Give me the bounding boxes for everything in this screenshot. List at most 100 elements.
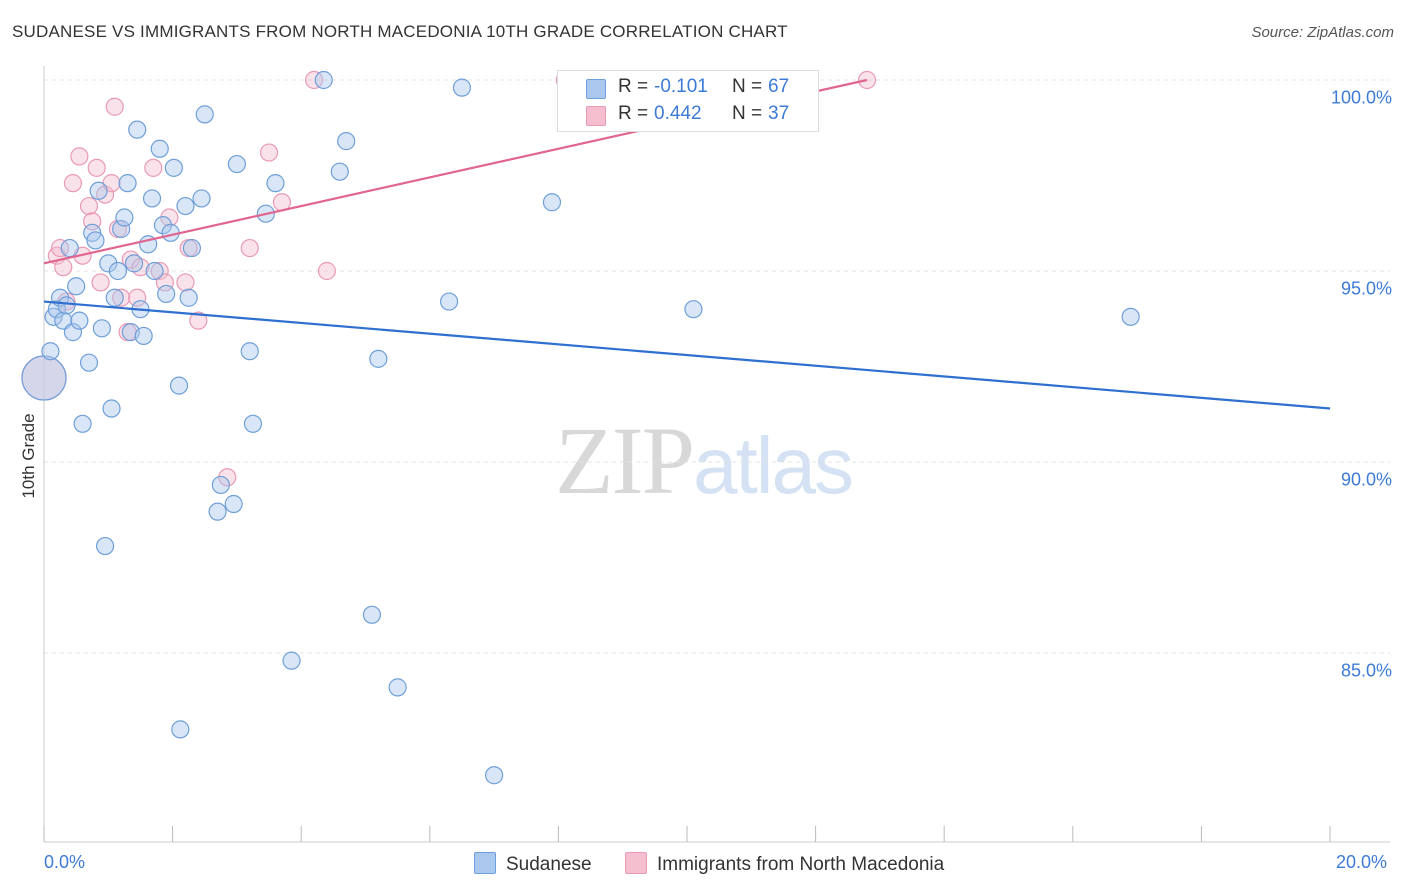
macedonia-point (79, 196, 99, 216)
sudanese-point (164, 158, 183, 177)
sudanese-legend-swatch (474, 852, 496, 874)
sudanese-r-value: -0.101 (654, 76, 708, 97)
macedonia-point (91, 273, 110, 292)
sudanese-point (208, 502, 227, 521)
sudanese-point (47, 300, 66, 319)
sudanese-point (452, 78, 472, 97)
sudanese-legend-label: Sudanese (506, 854, 592, 875)
x-tick-label-max: 20.0% (1336, 852, 1388, 872)
macedonia-points (21, 70, 877, 487)
sudanese-point (102, 399, 121, 418)
y-tick-label: 85.0% (1340, 660, 1392, 681)
macedonia-point (160, 208, 179, 227)
sudanese-point (1121, 307, 1140, 326)
sudanese-point (128, 120, 147, 139)
stats-legend: R = -0.101 N = 67 R = 0.442 N = 37 (557, 70, 819, 132)
macedonia-swatch (586, 106, 606, 126)
sudanese-point (21, 355, 67, 401)
macedonia-point (259, 143, 279, 162)
sudanese-point (145, 261, 164, 281)
sudanese-point (86, 231, 105, 250)
sudanese-point (195, 105, 214, 124)
n-label: N = (732, 76, 763, 97)
macedonia-point (189, 311, 208, 330)
source-label: Source: ZipAtlas.com (1251, 24, 1394, 41)
sudanese-point (362, 605, 382, 624)
sudanese-point (92, 319, 111, 338)
sudanese-points (21, 70, 1140, 785)
sudanese-n-value: 67 (768, 76, 790, 97)
sudanese-point (282, 651, 301, 670)
r-label: R = (618, 103, 649, 124)
sudanese-point (150, 139, 169, 158)
macedonia-point (144, 158, 163, 177)
sudanese-point (243, 414, 263, 433)
macedonia-point (176, 273, 195, 292)
sudanese-point (266, 174, 285, 193)
sudanese-point (79, 353, 99, 372)
macedonia-point (50, 238, 70, 258)
sudanese-point (179, 288, 198, 307)
sudanese-point (388, 678, 407, 697)
macedonia-r-value: 0.442 (654, 103, 702, 124)
sudanese-point (41, 342, 60, 361)
gridlines (44, 79, 1390, 654)
n-label: N = (732, 103, 763, 124)
chart-title: SUDANESE VS IMMIGRANTS FROM NORTH MACEDO… (12, 22, 788, 41)
watermark: ZIPatlas (555, 405, 854, 516)
sudanese-point (57, 296, 76, 315)
watermark-atlas: atlas (693, 421, 854, 510)
sudanese-point (542, 193, 562, 212)
sudanese-point (227, 154, 246, 174)
macedonia-point (218, 468, 237, 487)
sudanese-point (67, 277, 86, 296)
sudanese-point (224, 494, 243, 514)
macedonia-legend-swatch (625, 852, 647, 874)
sudanese-point (89, 181, 108, 200)
y-tick-label: 90.0% (1340, 469, 1392, 490)
sudanese-point (70, 311, 89, 330)
sudanese-point (99, 254, 118, 273)
sudanese-point (153, 216, 173, 235)
sudanese-point (485, 766, 504, 785)
sudanese-point (337, 132, 356, 151)
sudanese-swatch (586, 79, 606, 99)
macedonia-point (70, 147, 89, 166)
macedonia-point (128, 288, 147, 307)
macedonia-point (63, 174, 83, 193)
sudanese-point (124, 254, 144, 273)
sudanese-point (115, 208, 134, 227)
sudanese-point (211, 475, 230, 495)
legend-item-macedonia[interactable]: Immigrants from North Macedonia (625, 852, 944, 876)
macedonia-point (150, 261, 169, 281)
sudanese-point (60, 238, 79, 258)
r-label: R = (618, 76, 649, 97)
sudanese-point (169, 376, 189, 395)
sudanese-point (112, 219, 131, 239)
sudanese-point (369, 349, 388, 368)
macedonia-point (317, 261, 337, 281)
sudanese-trend-line (43, 300, 1331, 410)
sudanese-point (182, 238, 201, 258)
sudanese-point (73, 414, 92, 433)
macedonia-legend-label: Immigrants from North Macedonia (657, 854, 945, 875)
sudanese-point (240, 342, 259, 361)
sudanese-point (142, 189, 162, 208)
sudanese-point (134, 326, 153, 346)
sudanese-point (108, 261, 128, 281)
sudanese-point (95, 536, 115, 556)
sudanese-point (171, 720, 190, 739)
macedonia-point (240, 238, 259, 258)
macedonia-point (87, 158, 106, 177)
macedonia-point (112, 288, 131, 307)
sudanese-point (439, 292, 459, 311)
legend-item-sudanese[interactable]: Sudanese (474, 852, 592, 876)
sudanese-point (314, 70, 333, 90)
sudanese-point (176, 196, 195, 216)
macedonia-point (105, 97, 124, 116)
sudanese-point (330, 162, 349, 181)
sudanese-point (63, 323, 83, 342)
macedonia-n-value: 37 (768, 103, 790, 124)
y-axis-label: 10th Grade (19, 413, 38, 499)
